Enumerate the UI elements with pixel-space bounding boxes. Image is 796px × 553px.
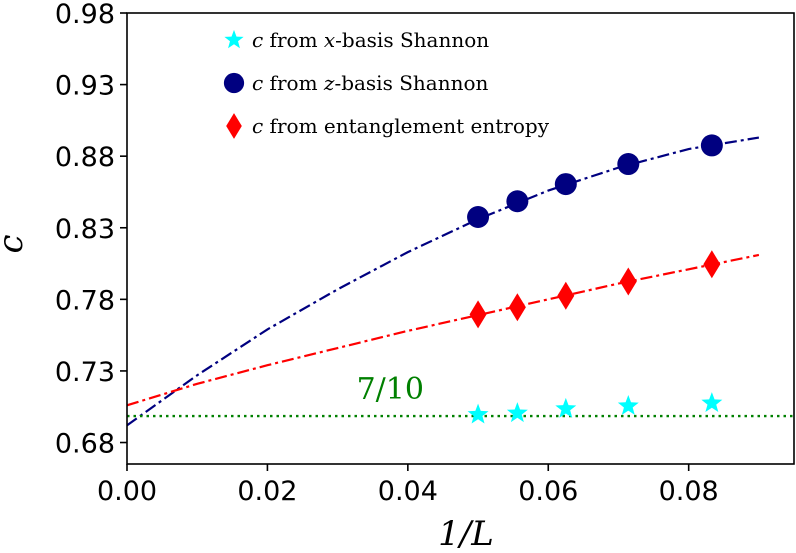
x-axis-label: 1/L — [438, 514, 494, 553]
legend-marker-c-from-z-basis-shannon — [223, 72, 245, 94]
c-from-z-basis-shannon-point-1 — [467, 206, 490, 229]
c-from-x-basis-shannon-point-3 — [555, 397, 577, 418]
annotations: 7/10 — [357, 372, 424, 407]
c-from-x-basis-shannon-point-5 — [701, 392, 723, 413]
c-from-z-basis-shannon-point-3 — [554, 173, 577, 196]
y-tick-label: 0.93 — [55, 71, 115, 102]
y-tick-label: 0.83 — [55, 214, 115, 245]
x-tick-label: 0.02 — [237, 476, 297, 507]
fit-curve-2 — [127, 253, 760, 407]
c-from-x-basis-shannon-point-4 — [617, 395, 639, 415]
legend-marker-c-from-entanglement-entropy — [226, 113, 242, 139]
c-from-entanglement-entropy-point-5 — [703, 250, 721, 279]
legend: c from x-basis Shannon c from z-basis Sha… — [223, 28, 550, 139]
x-tick-label: 0.04 — [378, 476, 438, 507]
c-from-entanglement-entropy-point-3 — [557, 281, 575, 310]
y-tick-label: 0.98 — [55, 0, 115, 30]
data-markers — [467, 134, 723, 424]
y-tick-label: 0.88 — [55, 142, 115, 173]
x-tick-label: 0.00 — [97, 476, 157, 507]
c-from-entanglement-entropy-point-4 — [619, 267, 637, 296]
fit-curves — [127, 136, 760, 427]
c-from-x-basis-shannon-point-1 — [467, 403, 489, 424]
c-from-x-basis-shannon-point-2 — [506, 402, 528, 423]
c-from-z-basis-shannon-point-2 — [506, 190, 529, 213]
x-tick-label: 0.06 — [518, 476, 578, 507]
fit-curve-1 — [127, 136, 760, 427]
plot-frame — [126, 12, 795, 465]
y-tick-label: 0.73 — [55, 357, 115, 388]
y-tick-label: 0.78 — [55, 285, 115, 316]
legend-label-2: c from z-basis Shannon — [252, 71, 489, 95]
legend-marker-c-from-x-basis-shannon — [224, 29, 244, 49]
annotation-label-1: 7/10 — [357, 372, 424, 407]
c-from-z-basis-shannon-point-4 — [617, 153, 640, 176]
legend-label-1: c from x-basis Shannon — [252, 28, 489, 52]
c-from-entanglement-entropy-point-1 — [469, 300, 487, 329]
legend-label-3: c from entanglement entropy — [252, 114, 550, 138]
y-tick-label: 0.68 — [55, 429, 115, 460]
c-from-entanglement-entropy-point-2 — [508, 293, 526, 322]
y-axis-label: c — [0, 234, 31, 253]
c-from-z-basis-shannon-point-5 — [700, 134, 723, 157]
x-tick-label: 0.08 — [659, 476, 719, 507]
